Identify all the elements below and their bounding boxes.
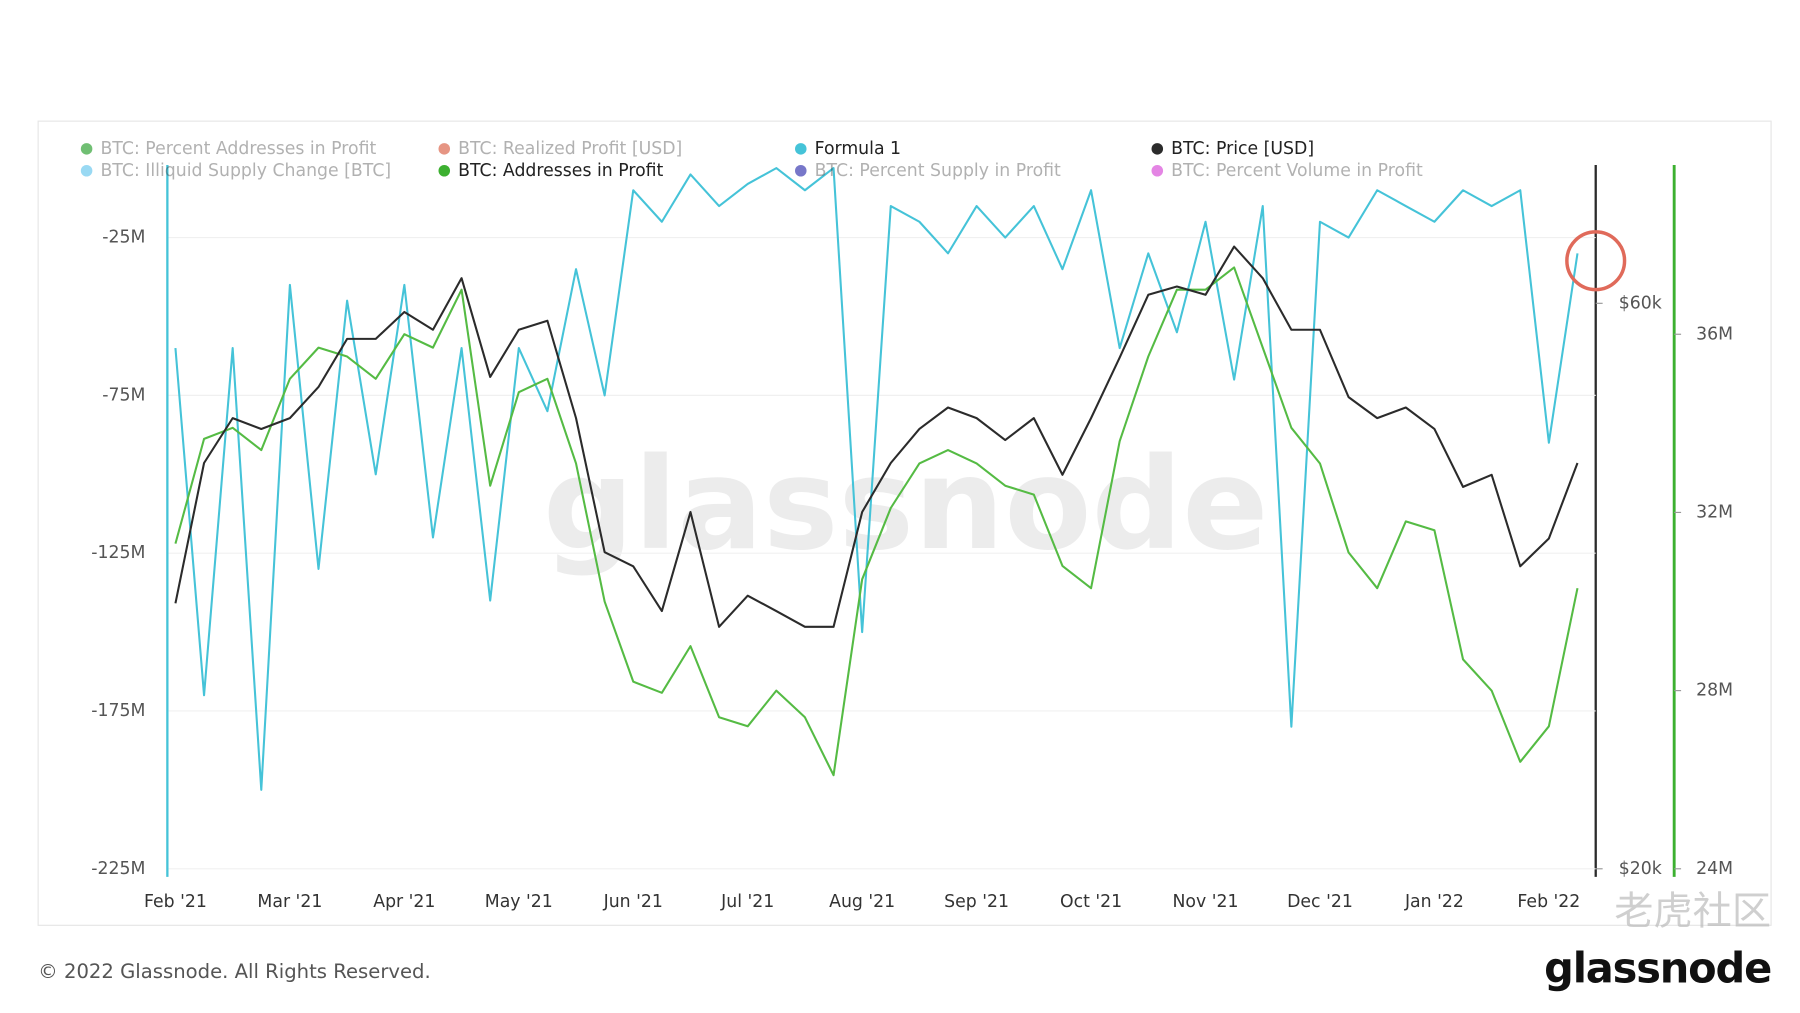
x-tick-label: Nov '21 bbox=[1172, 892, 1238, 912]
x-tick-label: Feb '22 bbox=[1517, 892, 1580, 912]
x-tick-label: May '21 bbox=[485, 892, 553, 912]
logo: glassnode bbox=[1544, 943, 1771, 992]
chart-frame bbox=[37, 120, 1772, 926]
legend-label: BTC: Percent Supply in Profit bbox=[815, 161, 1061, 181]
legend-label: BTC: Illiquid Supply Change [BTC] bbox=[100, 161, 391, 181]
series-line bbox=[174, 167, 1579, 791]
x-tick-label: Oct '21 bbox=[1060, 892, 1122, 912]
x-tick-label: Dec '21 bbox=[1287, 892, 1353, 912]
legend-swatch bbox=[80, 143, 93, 155]
legend-swatch bbox=[438, 143, 451, 155]
x-tick-label: Jun '21 bbox=[603, 892, 663, 912]
legend-label: BTC: Addresses in Profit bbox=[458, 161, 663, 181]
legend-label: Formula 1 bbox=[815, 139, 901, 159]
legend-swatch bbox=[80, 164, 93, 177]
legend-label: BTC: Percent Volume in Profit bbox=[1171, 161, 1423, 181]
legend-label: BTC: Percent Addresses in Profit bbox=[100, 139, 376, 159]
x-tick-label: Jan '22 bbox=[1404, 892, 1464, 912]
community-mark: 老虎社区 bbox=[1614, 889, 1771, 934]
y-tick-label: -25M bbox=[102, 228, 145, 248]
x-tick-label: Mar '21 bbox=[257, 892, 322, 912]
x-tick-label: Sep '21 bbox=[944, 892, 1009, 912]
legend-label: BTC: Realized Profit [USD] bbox=[458, 139, 682, 159]
x-tick-label: Jul '21 bbox=[720, 892, 774, 912]
y-tick-label: -175M bbox=[91, 701, 145, 721]
y-tick-label: -75M bbox=[102, 385, 145, 405]
legend-swatch bbox=[1151, 143, 1164, 155]
legend-label: BTC: Price [USD] bbox=[1171, 139, 1314, 159]
x-tick-label: Aug '21 bbox=[829, 892, 895, 912]
highlight-circle bbox=[1565, 230, 1627, 292]
legend-swatch bbox=[1151, 164, 1164, 177]
y3-tick-label: 24M bbox=[1696, 859, 1733, 879]
plot bbox=[168, 167, 1596, 870]
y3-tick-label: 36M bbox=[1696, 324, 1733, 344]
y3-tick-label: 32M bbox=[1696, 502, 1733, 522]
x-tick-label: Feb '21 bbox=[144, 892, 207, 912]
y-tick-label: -125M bbox=[91, 543, 145, 563]
legend-swatch bbox=[795, 164, 807, 177]
footer: © 2022 Glassnode. All Rights Reserved. bbox=[38, 960, 431, 983]
y2-tick-label: $20k bbox=[1619, 859, 1662, 879]
series-line bbox=[174, 245, 1579, 628]
x-tick-label: Apr '21 bbox=[373, 892, 435, 912]
y2-tick-label: $60k bbox=[1619, 293, 1662, 313]
watermark: glassnode bbox=[543, 430, 1269, 578]
y-tick-label: -225M bbox=[91, 859, 145, 879]
series-line bbox=[174, 266, 1579, 777]
legend-swatch bbox=[438, 164, 451, 177]
legend-swatch bbox=[795, 143, 807, 155]
y3-tick-label: 28M bbox=[1696, 681, 1733, 701]
